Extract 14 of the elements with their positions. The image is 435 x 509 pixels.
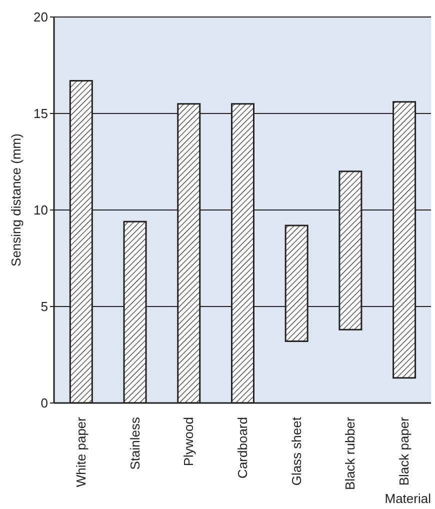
x-tick-label: Cardboard <box>235 417 250 478</box>
x-tick-label: Black rubber <box>342 416 358 490</box>
x-tick-label: White paper <box>73 416 88 488</box>
y-axis-title: Sensing distance (mm) <box>8 134 24 266</box>
x-tick-label: Glass sheet <box>288 416 304 486</box>
y-tick-label: 0 <box>40 396 48 411</box>
y-tick-label: 5 <box>40 299 48 314</box>
x-tick-label: Stainless <box>127 416 142 470</box>
y-tick-label: 10 <box>34 202 48 218</box>
x-axis-title: Material <box>384 491 432 506</box>
y-tick-label: 20 <box>34 10 48 25</box>
y-tick-label: 15 <box>34 106 48 122</box>
x-tick-label: Plywood <box>181 417 196 466</box>
x-tick-label: Black paper <box>396 416 412 486</box>
